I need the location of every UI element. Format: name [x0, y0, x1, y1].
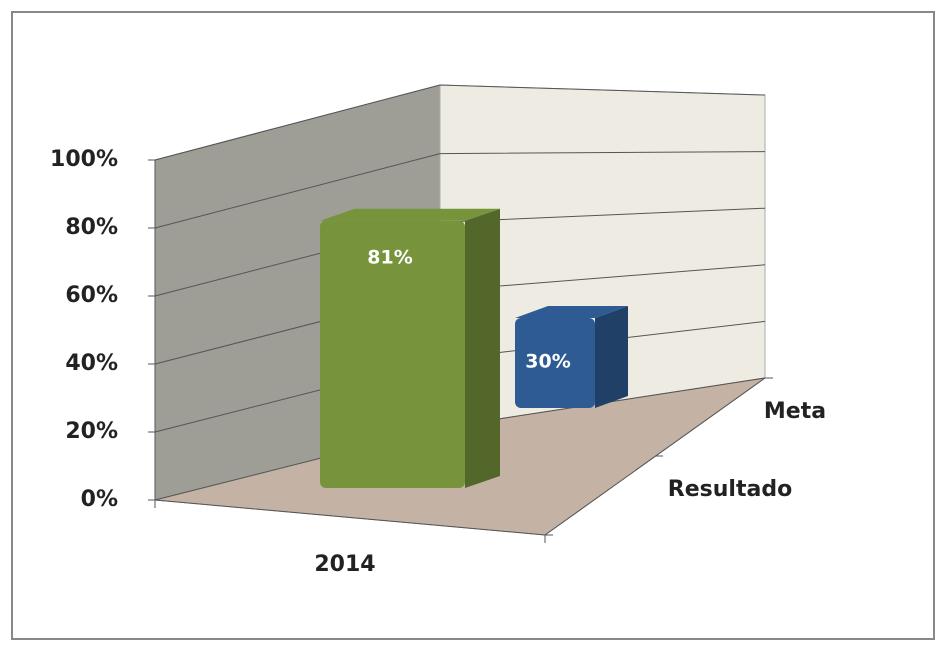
bar	[515, 318, 595, 408]
bar-side	[465, 208, 500, 488]
x-tick-label: 2014	[314, 552, 375, 577]
y-tick-label: 60%	[65, 283, 118, 308]
y-tick-label: 80%	[65, 215, 118, 240]
depth-label: Meta	[764, 399, 826, 424]
grid-line	[154, 84, 766, 161]
y-tick-label: 0%	[81, 487, 118, 512]
bar	[320, 220, 465, 488]
y-tick-label: 40%	[65, 351, 118, 376]
bar-top	[320, 208, 500, 221]
data-label: 30%	[525, 351, 570, 373]
grid-line	[154, 151, 766, 229]
bar-top	[515, 306, 628, 318]
data-label: 81%	[367, 247, 412, 269]
y-tick-label: 20%	[65, 419, 118, 444]
bar-side	[595, 306, 628, 408]
y-tick-label: 100%	[50, 147, 118, 172]
depth-label: Resultado	[668, 477, 792, 502]
